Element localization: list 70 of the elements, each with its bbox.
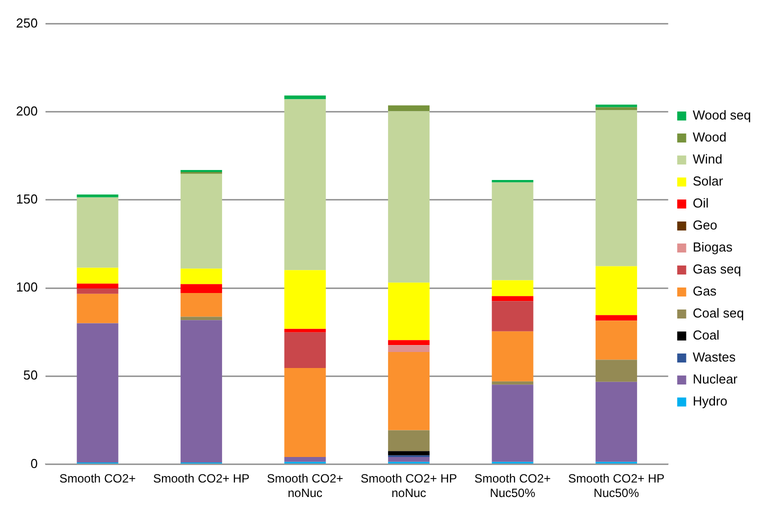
y-tick-label: 50 [23,368,38,383]
bar [596,266,638,316]
bar [492,182,534,280]
bar [596,320,638,360]
bar [284,95,326,100]
legend-label: Wastes [692,350,736,365]
bar [180,292,222,317]
bar [76,294,118,324]
bar [180,316,222,320]
bar [284,328,326,332]
legend-label: Hydro [692,394,728,409]
bar [492,331,534,382]
bar [388,111,430,283]
bar [388,340,430,346]
bar [492,280,534,296]
x-tick-label: Smooth CO2+ Nuc50% [474,472,551,500]
bar [180,268,222,284]
legend-label: Wood [692,130,726,145]
bar [284,456,326,462]
bar [284,270,326,329]
bar [596,382,638,462]
legend-label: Oil [692,196,709,211]
y-tick-label: 150 [16,192,38,207]
y-tick-label: 250 [16,15,38,30]
bar [180,174,222,269]
bar [180,320,222,462]
legend-label: Biogas [692,240,733,255]
bar [388,456,430,462]
bar [76,197,118,268]
bar [492,296,534,302]
bar [76,268,118,284]
bar [596,107,638,110]
bar [284,368,326,457]
x-tick-label: Smooth CO2+ HP [153,472,250,486]
bar [388,352,430,430]
bar [76,194,118,198]
legend-label: Nuclear [692,372,738,387]
bar [284,332,326,368]
bar [492,301,534,332]
bar [596,315,638,321]
bar [492,381,534,385]
legend-label: Wood seq [692,108,751,123]
x-tick-label: Smooth CO2+ HP noNuc [360,472,458,500]
bar [388,282,430,340]
legend-label: Wind [692,152,722,167]
bar [180,284,222,293]
bar [76,284,118,289]
bar [388,345,430,352]
bar [596,360,638,382]
bar [76,288,118,294]
y-tick-label: 0 [30,456,38,471]
x-tick-label: Smooth CO2+ noNuc [266,472,344,500]
legend-label: Coal [692,328,720,343]
legend-label: Gas [692,284,718,299]
x-tick-label: Smooth CO2+ HP Nuc50% [568,472,665,500]
bar [388,430,430,452]
legend-label: Gas seq [692,262,742,277]
legend-label: Coal seq [692,306,744,321]
legend-label: Solar [692,174,724,189]
bar [388,451,430,456]
bar [76,323,118,462]
bar [596,110,638,266]
y-tick-label: 100 [16,280,38,295]
bar [492,384,534,462]
y-tick-label: 200 [16,103,38,118]
x-tick-label: Smooth CO2+ [59,472,136,486]
legend-label: Geo [692,218,718,233]
bar [388,105,430,112]
bar [284,99,326,270]
bar [596,104,638,108]
